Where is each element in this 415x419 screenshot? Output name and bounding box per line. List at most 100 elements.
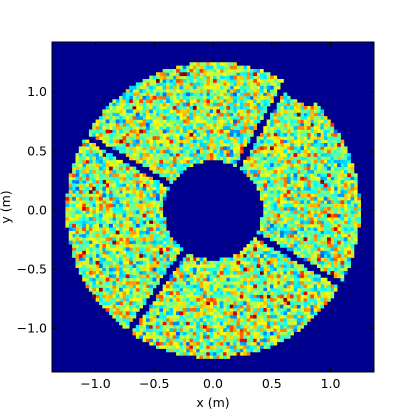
heatmap-cells — [236, 260, 241, 265]
y-axis-label: y (m) — [0, 190, 13, 223]
heatmap-cells — [159, 308, 164, 312]
heatmap-cells — [135, 112, 140, 117]
heatmap-cells — [145, 136, 321, 319]
heatmap-cells — [306, 180, 355, 201]
heatmap-cells — [206, 301, 211, 306]
heatmap-cells — [125, 143, 130, 147]
heatmap-cells — [186, 321, 190, 326]
heatmap-cells — [155, 314, 180, 336]
heatmap-cells — [283, 297, 288, 302]
x-tick-label: 0.5 — [262, 376, 282, 391]
heatmap-cells — [293, 153, 298, 157]
heatmap-cells — [139, 129, 143, 134]
heatmap-cells — [293, 173, 298, 178]
heatmap-cells — [333, 227, 338, 231]
heatmap-cells — [253, 247, 257, 252]
heatmap-cells — [189, 132, 194, 137]
x-tick-label: 1.0 — [321, 376, 341, 391]
heatmap-cells — [72, 89, 301, 302]
heatmap-cells — [135, 173, 140, 178]
heatmap-layer — [65, 62, 361, 359]
y-tick-label: 0.0 — [27, 202, 47, 217]
heatmap-cells — [347, 173, 351, 178]
heatmap-cells — [303, 237, 308, 242]
heatmap-cells — [109, 166, 113, 171]
heatmap-cells — [125, 274, 130, 279]
heatmap-cells — [98, 85, 321, 295]
heatmap-cells — [135, 139, 140, 144]
heatmap-cells — [105, 89, 321, 326]
x-tick-label: −0.5 — [139, 376, 169, 391]
heatmap-cells — [286, 301, 291, 306]
heatmap-cells — [226, 105, 231, 110]
heatmap-cells — [155, 196, 160, 201]
heatmap-cells — [72, 196, 76, 201]
heatmap-cells — [206, 351, 211, 356]
heatmap-cells — [102, 112, 251, 356]
heatmap-cells — [145, 95, 150, 100]
heatmap-cells — [270, 281, 294, 302]
heatmap-cells — [223, 146, 227, 151]
heatmap-cells — [213, 79, 217, 83]
x-tick-label: 0.0 — [203, 376, 223, 391]
heatmap-cells — [283, 193, 288, 198]
y-tick-label: −0.5 — [17, 262, 47, 277]
heatmap-cells — [196, 260, 200, 265]
heatmap-cells — [259, 270, 264, 275]
y-tick-label: 0.5 — [27, 143, 47, 158]
y-tick-label: 1.0 — [27, 84, 47, 99]
heatmap-cells — [327, 173, 331, 178]
heatmap-cells — [320, 180, 325, 184]
heatmap-cells — [179, 72, 184, 77]
heatmap-cells — [182, 102, 187, 107]
heatmap-cells — [243, 267, 247, 272]
heatmap-cells — [270, 223, 274, 228]
heatmap-cells — [182, 72, 197, 110]
heatmap-cells — [330, 122, 335, 127]
heatmap-cells — [102, 126, 328, 343]
heatmap-cells — [249, 314, 254, 319]
x-axis: −1.0 −0.5 0.0 0.5 1.0 — [80, 42, 340, 391]
heatmap-cells — [316, 132, 321, 137]
heatmap-cells — [112, 240, 117, 245]
heatmap-cells — [229, 153, 234, 157]
y-tick-label: −1.0 — [17, 321, 47, 336]
x-axis-label: x (m) — [196, 395, 229, 410]
heatmap-cells — [327, 240, 345, 265]
heatmap-cells — [239, 338, 244, 343]
heatmap-cells — [85, 82, 318, 349]
heatmap-cells — [233, 311, 237, 316]
heatmap-cells — [169, 139, 174, 144]
heatmap-cells — [253, 284, 257, 289]
heatmap-cells — [263, 308, 268, 312]
heatmap-cells — [300, 274, 304, 279]
heatmap-cells — [78, 254, 83, 258]
heatmap-cells — [145, 122, 150, 127]
heatmap-cells — [102, 193, 107, 198]
heatmap-cells — [316, 257, 321, 262]
x-tick-label: −1.0 — [80, 376, 110, 391]
heatmap-cells — [270, 331, 274, 336]
heatmap-cells — [296, 112, 301, 117]
y-axis: 1.0 0.5 0.0 −0.5 −1.0 — [17, 84, 374, 336]
heatmap-cells — [253, 72, 257, 77]
heatmap-cells — [159, 294, 164, 299]
heatmap-cells — [290, 146, 294, 151]
heatmap-cells — [286, 176, 304, 194]
heatmap-cells — [327, 237, 331, 242]
heatmap-cells — [65, 196, 70, 201]
heatmap-cells — [109, 68, 335, 265]
heatmap-cells — [206, 328, 211, 332]
heatmap-cells — [300, 270, 304, 275]
heatmap-cells — [330, 270, 335, 275]
heatmap-cells — [162, 321, 167, 326]
heatmap-cells — [206, 99, 211, 104]
heatmap-cells — [169, 291, 174, 295]
heatmap-cells — [216, 109, 221, 114]
heatmap-cells — [176, 79, 180, 83]
heatmap-cells — [179, 311, 184, 316]
heatmap-cells — [256, 264, 261, 269]
heatmap-cells — [132, 99, 338, 292]
